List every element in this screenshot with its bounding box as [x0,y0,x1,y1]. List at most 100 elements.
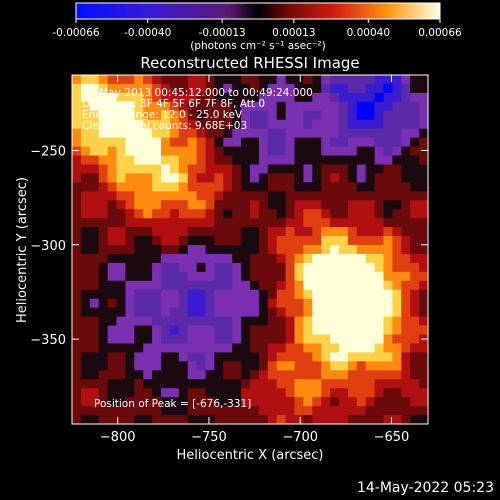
heatmap-cell [401,352,411,362]
heatmap-cell [98,397,109,407]
heatmap-cell [374,245,385,255]
heatmap-cell [258,164,269,175]
heatmap-cell [383,289,393,300]
heatmap-cell [392,343,402,354]
heatmap-cell [232,388,242,398]
heatmap-cell [374,280,385,291]
heatmap-cell [116,352,126,362]
heatmap-cell [116,110,126,121]
heatmap-cell [419,191,428,201]
heatmap-cell [312,218,322,228]
heatmap-cell [330,164,340,175]
heatmap-cell [169,262,180,273]
heatmap-cell [401,75,411,85]
heatmap-cell [294,200,304,210]
heatmap-cell [143,164,153,175]
heatmap-cell [223,253,233,264]
heatmap-cell [383,236,393,246]
heatmap-cell [258,388,269,398]
heatmap-cell [419,164,428,175]
heatmap-cell [72,110,82,121]
heatmap-cell [294,92,304,103]
heatmap-cell [401,334,411,345]
heatmap-cell [365,218,376,228]
heatmap-cell [107,334,118,345]
heatmap-cell [356,191,367,201]
heatmap-cell [116,119,126,130]
heatmap-cell [134,155,144,166]
heatmap-cell [419,137,428,148]
heatmap-cell [134,271,144,282]
heatmap-cell [169,173,180,183]
heatmap-cell [178,137,189,148]
heatmap-cell [356,343,367,354]
heatmap-cell [347,334,358,345]
heatmap-cell [187,361,198,371]
heatmap-cell [339,137,349,148]
heatmap-cell [374,137,385,148]
heatmap-cell [178,245,189,255]
heatmap-cell [392,146,402,157]
heatmap-cell [80,289,91,300]
heatmap-cell [232,253,242,264]
heatmap-cell [169,361,180,371]
heatmap-cell [134,245,144,255]
heatmap-cell [383,92,393,103]
heatmap-cell [267,289,278,300]
heatmap-cell [401,191,411,201]
heatmap-cell [134,352,144,362]
heatmap-cell [401,298,411,309]
heatmap-cell [330,92,340,103]
heatmap-cell [312,128,322,139]
heatmap-cell [321,406,331,416]
heatmap-cell [205,92,215,103]
heatmap-cell [152,200,162,210]
heatmap-cell [312,110,322,121]
heatmap-cell [294,137,304,148]
heatmap-cell [196,352,207,362]
heatmap-cell [152,245,162,255]
heatmap-cell [187,316,198,327]
heatmap-cell [294,75,304,85]
heatmap-cell [401,397,411,407]
heatmap-cell [241,92,251,103]
heatmap-cell [80,343,91,354]
heatmap-cell [312,191,322,201]
heatmap-cell [321,128,331,139]
heatmap-cell [223,218,233,228]
heatmap-cell [312,406,322,416]
heatmap-cell [250,334,260,345]
heatmap-cell [187,271,198,282]
heatmap-cell [143,271,153,282]
heatmap-cell [125,209,135,219]
heatmap-cell [205,173,215,183]
heatmap-cell [205,271,215,282]
heatmap-cell [187,110,198,121]
heatmap-cell [98,370,109,380]
heatmap-cell [312,388,322,398]
heatmap-cell [205,110,215,121]
heatmap-cell [187,262,198,273]
heatmap-cell [178,280,189,291]
heatmap-cell [80,146,91,157]
heatmap-cell [383,209,393,219]
heatmap-cell [250,75,260,85]
heatmap-cell [365,146,376,157]
heatmap-cell [383,316,393,327]
heatmap-cell [401,271,411,282]
heatmap-cell [152,406,162,416]
heatmap-cell [72,200,82,210]
heatmap-cell [374,415,385,424]
heatmap-cell [410,128,420,139]
heatmap-cell [187,352,198,362]
heatmap-cell [143,128,153,139]
heatmap-cell [356,146,367,157]
heatmap-cell [134,146,144,157]
heatmap-cell [161,245,171,255]
heatmap-cell [250,164,260,175]
heatmap-cell [303,361,313,371]
heatmap-cell [72,191,82,201]
heatmap-cell [161,334,171,345]
heatmap-cell [152,110,162,121]
heatmap-cell [134,316,144,327]
